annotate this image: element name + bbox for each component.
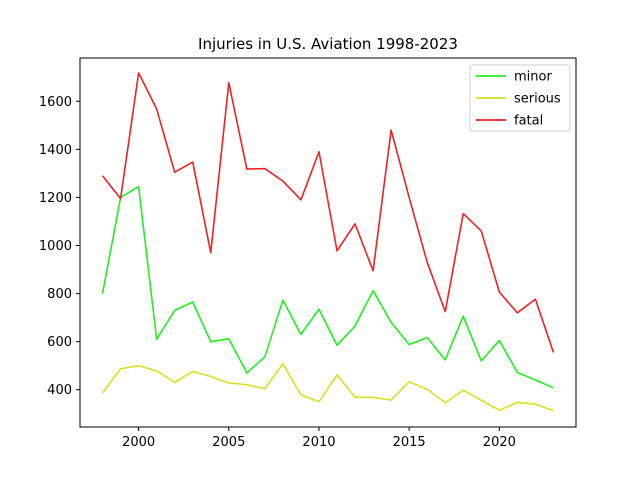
x-tick-label: 2000 <box>122 435 155 450</box>
series-line-minor <box>101 185 554 389</box>
legend-box <box>469 64 571 132</box>
y-axis: 400 600 800 1000 1200 1400 1600 <box>39 95 80 398</box>
chart-title: Injuries in U.S. Aviation 1998-2023 <box>198 35 458 53</box>
x-axis: 2000 2005 2010 2015 2020 <box>122 427 516 450</box>
legend-label-minor: minor <box>514 70 552 85</box>
series-line-serious <box>101 362 554 412</box>
series-line-fatal <box>101 72 555 353</box>
legend-label-fatal: fatal <box>514 114 543 129</box>
y-tick-label: 1600 <box>39 95 72 110</box>
y-tick-label: 1400 <box>39 143 72 158</box>
y-tick-label: 1200 <box>39 191 72 206</box>
y-tick-label: 800 <box>47 287 72 302</box>
x-tick-label: 2010 <box>302 435 335 450</box>
plot-area <box>79 57 577 428</box>
y-tick-label: 1000 <box>39 239 72 254</box>
x-tick-label: 2020 <box>483 435 516 450</box>
x-tick-label: 2015 <box>393 435 426 450</box>
x-tick-label: 2005 <box>212 435 245 450</box>
axes-frame <box>79 57 577 428</box>
legend-label-serious: serious <box>514 92 561 107</box>
y-tick-label: 600 <box>47 335 72 350</box>
series-layer <box>101 72 555 412</box>
legend: minor serious fatal <box>469 64 571 132</box>
y-tick-label: 400 <box>47 383 72 398</box>
